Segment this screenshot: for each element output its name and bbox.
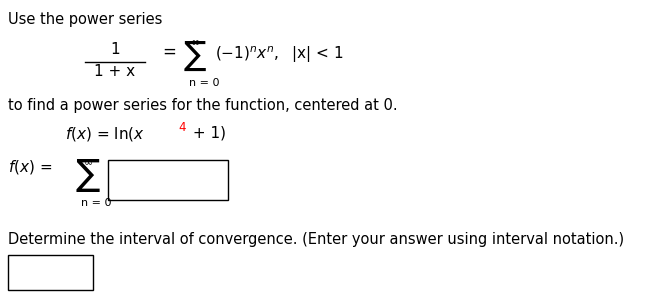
Bar <box>108 160 228 200</box>
Text: n = 0: n = 0 <box>81 198 112 208</box>
Text: Use the power series: Use the power series <box>8 12 162 27</box>
Text: n = 0: n = 0 <box>189 78 219 88</box>
Text: to find a power series for the function, centered at 0.: to find a power series for the function,… <box>8 98 398 113</box>
Text: 1 + x: 1 + x <box>95 64 136 79</box>
Text: ∑: ∑ <box>76 158 100 192</box>
Text: ∑: ∑ <box>184 38 206 71</box>
Text: $\mathit{f}$($\mathit{x}$) = ln($\mathit{x}$: $\mathit{f}$($\mathit{x}$) = ln($\mathit… <box>65 125 145 143</box>
Text: Determine the interval of convergence. (Enter your answer using interval notatio: Determine the interval of convergence. (… <box>8 232 624 247</box>
Text: 1: 1 <box>110 42 120 57</box>
Text: ∞: ∞ <box>190 38 200 48</box>
Text: =: = <box>162 43 176 61</box>
Text: 4: 4 <box>178 121 186 134</box>
Text: ∞: ∞ <box>83 158 93 168</box>
Text: $\mathit{f}$($\mathit{x}$) =: $\mathit{f}$($\mathit{x}$) = <box>8 158 53 176</box>
Text: $(-1)^{n}x^{n},$  |x| < 1: $(-1)^{n}x^{n},$ |x| < 1 <box>215 45 343 65</box>
Text: + 1): + 1) <box>188 125 226 140</box>
Bar <box>8 255 93 290</box>
